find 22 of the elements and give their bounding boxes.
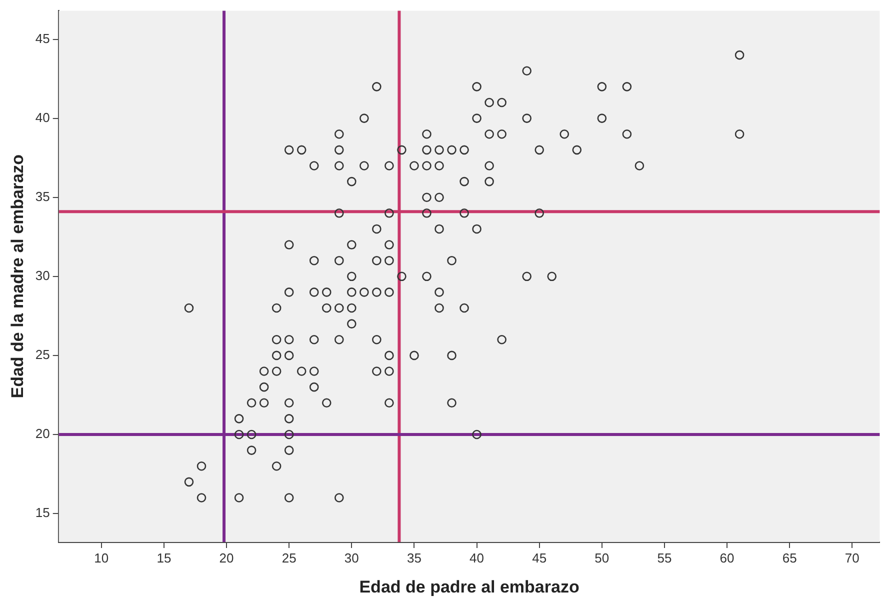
y-axis-title: Edad de la madre al embarazo [8,154,27,398]
y-tick-label: 30 [35,268,50,283]
x-tick-label: 70 [844,550,860,566]
x-axis-title: Edad de padre al embarazo [359,577,580,596]
y-tick-label: 45 [35,30,50,46]
y-tick-label: 25 [35,347,50,362]
x-tick-label: 35 [406,550,422,566]
x-tick-label: 15 [156,550,172,566]
x-tick-label: 45 [532,550,547,566]
x-tick-label: 55 [657,550,672,566]
x-tick-label: 50 [594,550,610,566]
x-tick-label: 40 [470,550,484,566]
y-tick-label: 35 [35,188,50,204]
x-tick-label: 20 [219,550,234,566]
x-tick-label: 25 [282,550,296,566]
x-tick-label: 30 [344,550,359,566]
x-tick-label: 10 [94,550,109,566]
x-tick-label: 60 [720,550,734,566]
y-tick-label: 40 [35,110,50,125]
x-tick-label: 65 [782,550,797,566]
y-tick-label: 15 [35,505,50,520]
y-tick-label: 20 [35,426,50,442]
